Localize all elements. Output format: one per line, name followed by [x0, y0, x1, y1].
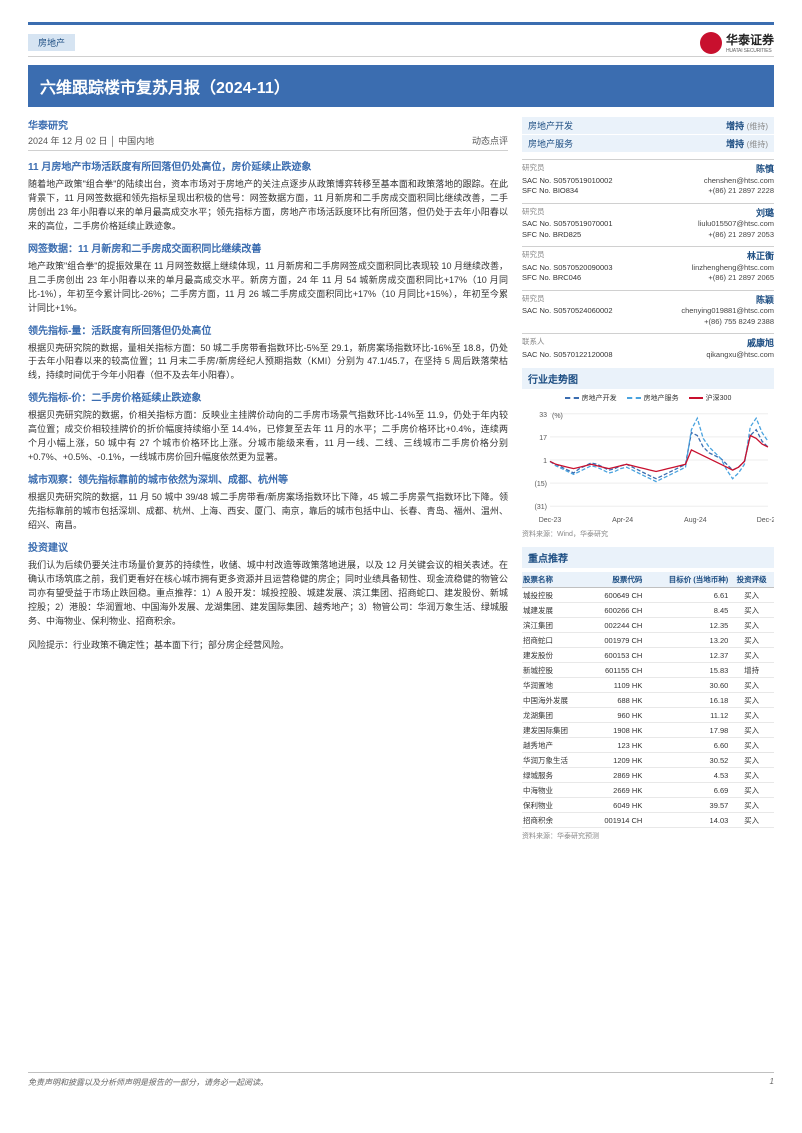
table-row: 绿城服务2869 HK4.53买入 — [522, 768, 774, 783]
table-row: 滨江集团002244 CH12.35买入 — [522, 618, 774, 633]
table-row: 建发股份600153 CH12.37买入 — [522, 648, 774, 663]
section-body: 地产政策"组合拳"的提振效果在 11 月网签数据上继续体现，11 月新房和二手房… — [28, 260, 508, 316]
section-body: 随着地产政策"组合拳"的陆续出台，资本市场对于房地产的关注点逐步从政策博弈转移至… — [28, 178, 508, 234]
table-row: 招商积余001914 CH14.03买入 — [522, 813, 774, 828]
analyst-block: 研究员陈慎SAC No. S0570519010002chenshen@htsc… — [522, 159, 774, 197]
legend-item: 房地产服务 — [627, 393, 679, 403]
section-heading: 城市观察：领先指标靠前的城市依然为深圳、成都、杭州等 — [28, 474, 508, 488]
legend-item: 房地产开发 — [565, 393, 617, 403]
table-row: 保利物业6049 HK39.57买入 — [522, 798, 774, 813]
analyst-block: 研究员陈颖SAC No. S0570524060002chenying01988… — [522, 290, 774, 328]
risk-note: 风险提示：行业政策不确定性；基本面下行；部分房企经营风险。 — [28, 638, 508, 651]
table-row: 华润置地1109 HK30.60买入 — [522, 678, 774, 693]
section-heading: 领先指标-量：活跃度有所回落但仍处高位 — [28, 325, 508, 339]
svg-text:(%): (%) — [552, 413, 563, 420]
table-row: 华润万象生活1209 HK30.52买入 — [522, 753, 774, 768]
logo-en: HUATAI SECURITIES — [726, 48, 774, 54]
ratings-box: 房地产开发增持 (维持)房地产服务增持 (维持) — [522, 117, 774, 153]
analyst-block: 研究员林正衡SAC No. S0570520090003linzhengheng… — [522, 246, 774, 284]
analyst-block: 联系人戚康旭SAC No. S0570122120008qikangxu@hts… — [522, 333, 774, 360]
logo-icon — [700, 32, 722, 54]
sector-tag: 房地产 — [28, 34, 75, 51]
doc-type: 动态点评 — [472, 134, 508, 147]
svg-text:(15): (15) — [535, 482, 547, 489]
footer-disclaimer: 免责声明和披露以及分析师声明是报告的一部分，请务必一起阅读。 — [28, 1077, 268, 1088]
table-row: 新城控股601155 CH15.83增持 — [522, 663, 774, 678]
chart-title: 行业走势图 — [522, 368, 774, 389]
rec-table-title: 重点推荐 — [522, 547, 774, 568]
svg-text:(31): (31) — [535, 505, 547, 512]
table-row: 中国海外发展688 HK16.18买入 — [522, 693, 774, 708]
svg-text:33: 33 — [539, 412, 547, 419]
table-row: 城建发展600266 CH8.45买入 — [522, 603, 774, 618]
rating-row: 房地产服务增持 (维持) — [522, 135, 774, 153]
section-heading: 11 月房地产市场活跃度有所回落但仍处高位，房价延续止跌迹象 — [28, 161, 508, 175]
section-body: 根据贝壳研究院的数据，11 月 50 城中 39/48 城二手房带看/新房案场指… — [28, 491, 508, 533]
table-row: 中海物业2669 HK6.69买入 — [522, 783, 774, 798]
svg-text:Aug-24: Aug-24 — [684, 517, 707, 524]
table-row: 城投控股600649 CH6.61买入 — [522, 588, 774, 603]
report-title: 六维跟踪楼市复苏月报（2024-11） — [28, 65, 774, 107]
trend-chart: (31) (15) 1 17 33 (%) Dec-23 Apr-24 Aug-24 Dec-24 — [522, 405, 774, 525]
legend-item: 沪深300 — [689, 393, 732, 403]
svg-text:Dec-23: Dec-23 — [539, 517, 562, 524]
svg-text:Apr-24: Apr-24 — [612, 517, 633, 524]
svg-text:Dec-24: Dec-24 — [757, 517, 774, 524]
header-row: 房地产 华泰证券 HUATAI SECURITIES — [28, 29, 774, 57]
rating-row: 房地产开发增持 (维持) — [522, 117, 774, 135]
svg-text:1: 1 — [543, 458, 547, 465]
meta-row: 2024 年 12 月 02 日 │ 中国内地 动态点评 — [28, 134, 508, 151]
logo-cn: 华泰证券 — [726, 31, 774, 48]
section-heading: 投资建议 — [28, 542, 508, 556]
section-heading: 领先指标-价：二手房价格延续止跌迹象 — [28, 392, 508, 406]
page-number: 1 — [770, 1077, 774, 1088]
rec-table-source: 资料来源：华泰研究预测 — [522, 831, 774, 841]
table-row: 龙湖集团960 HK11.12买入 — [522, 708, 774, 723]
footer: 免责声明和披露以及分析师声明是报告的一部分，请务必一起阅读。 1 — [28, 1072, 774, 1088]
analyst-block: 研究员刘璐SAC No. S0570519070001liulu015507@h… — [522, 203, 774, 241]
table-row: 建发国际集团1908 HK17.98买入 — [522, 723, 774, 738]
publish-date: 2024 年 12 月 02 日 │ 中国内地 — [28, 134, 154, 147]
source-byline: 华泰研究 — [28, 117, 508, 132]
chart-source: 资料来源：Wind，华泰研究 — [522, 529, 774, 539]
table-row: 越秀地产123 HK6.60买入 — [522, 738, 774, 753]
section-body: 根据贝壳研究院的数据，量相关指标方面：50 城二手房带看指数环比-5%至 29.… — [28, 342, 508, 384]
recommendation-table: 股票名称股票代码目标价 (当地币种)投资评级城投控股600649 CH6.61买… — [522, 572, 774, 828]
svg-text:17: 17 — [539, 435, 547, 442]
section-body: 我们认为后续仍要关注市场量价复苏的持续性，收储、城中村改造等政策落地进展，以及 … — [28, 559, 508, 629]
section-heading: 网签数据：11 月新房和二手房成交面积同比继续改善 — [28, 243, 508, 257]
section-body: 根据贝壳研究院的数据，价相关指标方面：反映业主挂牌价动向的二手房市场景气指数环比… — [28, 409, 508, 465]
table-row: 招商蛇口001979 CH13.20买入 — [522, 633, 774, 648]
chart-legend: 房地产开发房地产服务沪深300 — [522, 393, 774, 403]
logo: 华泰证券 HUATAI SECURITIES — [700, 31, 774, 54]
